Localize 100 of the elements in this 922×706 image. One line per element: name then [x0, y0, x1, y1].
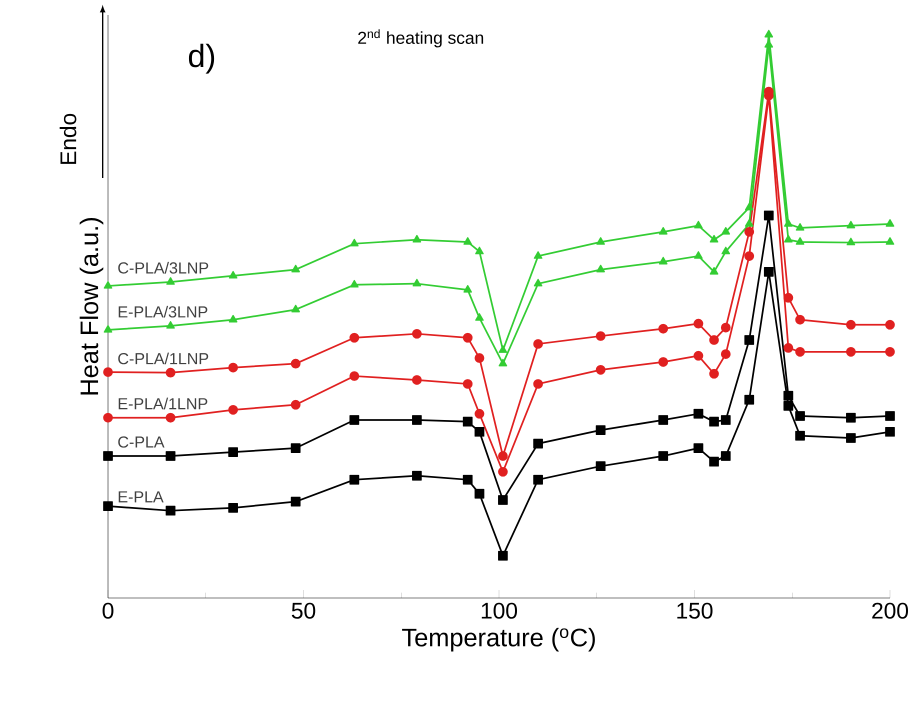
point	[710, 234, 718, 242]
point	[498, 451, 508, 461]
series-label: E-PLA/3LNP	[118, 306, 208, 318]
point	[533, 339, 543, 349]
point	[290, 443, 301, 454]
point	[658, 256, 668, 264]
point	[784, 219, 793, 227]
point	[783, 292, 794, 303]
point	[166, 412, 176, 423]
point	[846, 320, 856, 330]
point	[463, 285, 472, 293]
series-label: E-PLA/1LNP	[118, 398, 208, 410]
series-label: C-PLA/1LNP	[118, 352, 208, 364]
chart-title: 2$^{nd}$ heating scan	[358, 29, 484, 48]
point	[498, 358, 508, 366]
point	[764, 266, 774, 277]
point	[166, 368, 176, 378]
point	[291, 264, 300, 272]
point	[104, 324, 112, 333]
point	[412, 278, 422, 286]
point	[166, 277, 175, 285]
point	[710, 266, 718, 275]
point	[764, 30, 774, 38]
point	[533, 379, 543, 389]
point	[462, 379, 473, 389]
point	[474, 408, 484, 419]
point	[846, 412, 856, 423]
point	[720, 451, 731, 461]
point	[885, 426, 895, 437]
series-label: C-PLA	[118, 436, 165, 448]
point	[349, 332, 360, 343]
point	[228, 502, 238, 513]
point	[228, 404, 238, 415]
point	[720, 322, 731, 332]
point	[744, 219, 754, 227]
series-label: C-PLA/3LNP	[118, 262, 208, 274]
x-axis-title: Temperature ($^{o}$C)	[402, 628, 595, 652]
point	[290, 496, 301, 507]
x-tick-label: 200	[872, 602, 908, 619]
point	[103, 451, 113, 461]
text: Endo	[60, 114, 76, 164]
point	[744, 394, 754, 405]
point	[290, 400, 301, 410]
series-label: E-PLA	[118, 491, 164, 502]
x-tick-label: 0	[102, 602, 114, 619]
point	[795, 346, 805, 357]
point	[166, 321, 175, 329]
point	[534, 251, 542, 259]
point	[596, 264, 605, 272]
point	[694, 220, 703, 228]
point	[291, 304, 300, 312]
point	[886, 237, 894, 245]
point	[412, 470, 422, 481]
point	[744, 251, 754, 261]
point	[783, 401, 794, 411]
point	[796, 223, 804, 231]
x-tick-label: 150	[677, 602, 713, 619]
point	[744, 202, 754, 210]
point	[795, 314, 805, 325]
point	[475, 313, 484, 321]
point	[886, 219, 894, 227]
point	[783, 390, 794, 401]
point	[533, 438, 543, 449]
point	[475, 246, 484, 254]
point	[885, 320, 895, 330]
point	[709, 368, 719, 379]
point	[694, 318, 704, 329]
point	[885, 411, 895, 421]
point	[846, 238, 856, 246]
point	[709, 416, 719, 427]
point	[104, 281, 112, 289]
point	[498, 550, 508, 561]
point	[498, 345, 508, 353]
point	[796, 237, 804, 245]
annotation: d)	[188, 44, 214, 74]
point	[350, 280, 359, 288]
point	[474, 426, 484, 437]
point	[498, 495, 508, 505]
point	[349, 474, 360, 485]
point	[103, 501, 113, 512]
point	[658, 324, 668, 334]
point	[709, 456, 719, 467]
point	[462, 332, 473, 343]
point	[462, 416, 473, 427]
point	[658, 415, 668, 425]
point	[462, 474, 473, 485]
point	[463, 237, 472, 245]
point	[228, 362, 238, 372]
point	[694, 443, 704, 454]
point	[349, 415, 360, 425]
point	[166, 506, 176, 516]
point	[596, 331, 606, 341]
point	[228, 447, 238, 457]
point	[533, 474, 543, 485]
point	[764, 210, 774, 220]
point	[166, 451, 176, 461]
point	[846, 346, 856, 357]
point	[474, 488, 484, 499]
point	[846, 220, 856, 228]
point	[658, 357, 668, 367]
